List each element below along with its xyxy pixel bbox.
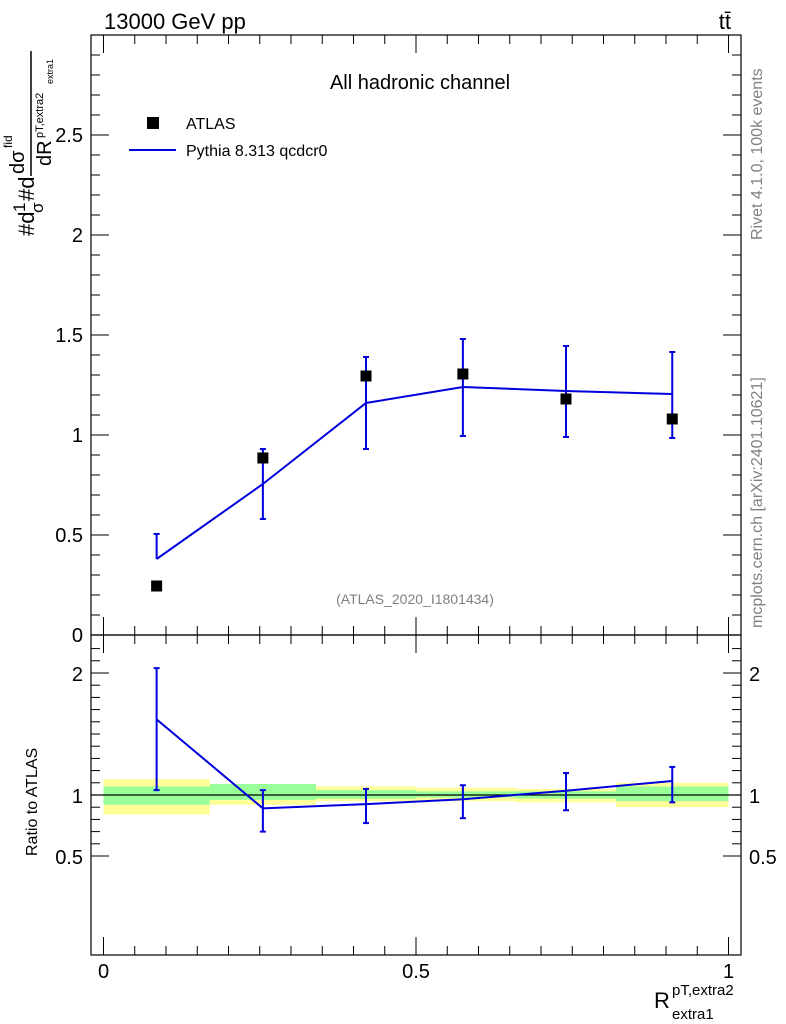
x-tick-label: 0 bbox=[98, 961, 109, 983]
mcplots-label: mcplots.cern.ch [arXiv:2401.10621] bbox=[749, 377, 766, 628]
main-y-tick-label: 2.5 bbox=[55, 125, 83, 147]
ratio-ticks: 0.5 0.5 1 1 2 2 0 0.5 1 bbox=[55, 635, 777, 983]
atlas-data-point bbox=[560, 393, 572, 405]
legend-pythia-label: Pythia 8.313 qcdcr0 bbox=[186, 143, 328, 160]
ylabel-sub-r: pT,extra2 bbox=[34, 93, 46, 138]
main-y-tick-label: 1 bbox=[72, 425, 83, 447]
ylabel-sub-r2: extra1 bbox=[45, 59, 55, 84]
x-axis-label: R pT,extra2 extra1 bbox=[654, 982, 734, 1023]
main-y-tick-label: 2 bbox=[72, 225, 83, 247]
ratio-panel: 0.5 0.5 1 1 2 2 0 0.5 1 Ratio to ATLAS R pT,extr… bbox=[24, 634, 777, 1023]
ratio-y-tick-label-left: 1 bbox=[72, 786, 83, 808]
ylabel-dden: dR bbox=[34, 140, 56, 166]
ratio-y-tick-label-left: 2 bbox=[72, 664, 83, 686]
atlas-data-point bbox=[457, 368, 469, 380]
xlabel-base: R bbox=[654, 988, 670, 1013]
legend-atlas-label: ATLAS bbox=[186, 116, 236, 133]
main-marks bbox=[151, 338, 678, 592]
x-tick-label: 1 bbox=[723, 961, 734, 983]
legend-atlas-marker bbox=[147, 117, 159, 129]
atlas-data-point bbox=[257, 452, 269, 464]
plot-title: All hadronic channel bbox=[330, 72, 510, 94]
analysis-label: (ATLAS_2020_I1801434) bbox=[336, 591, 494, 607]
ylabel-frac-num: 1 bbox=[10, 203, 29, 212]
process-label: tt̄ bbox=[719, 9, 731, 34]
atlas-data-point bbox=[666, 413, 678, 425]
ylabel-frac-den: σ bbox=[28, 202, 47, 213]
legend: ATLAS Pythia 8.313 qcdcr0 bbox=[129, 116, 328, 160]
ratio-y-tick-label-right: 2 bbox=[749, 664, 760, 686]
main-y-tick-label: 1.5 bbox=[55, 325, 83, 347]
pythia-line bbox=[156, 385, 673, 560]
rivet-version-label: Rivet 4.1.0, 100k events bbox=[749, 68, 766, 240]
ylabel-sup: fid bbox=[1, 135, 15, 148]
ratio-y-axis-label: Ratio to ATLAS bbox=[24, 748, 41, 856]
xlabel-sup: pT,extra2 bbox=[672, 982, 734, 999]
ratio-y-tick-label-left: 0.5 bbox=[55, 847, 83, 869]
x-tick-label: 0.5 bbox=[402, 961, 430, 983]
xlabel-sub: extra1 bbox=[672, 1006, 714, 1023]
ylabel-dnum: dσ bbox=[7, 150, 29, 174]
energy-label: 13000 GeV pp bbox=[104, 9, 246, 34]
atlas-data-point bbox=[151, 580, 163, 592]
main-panel: 0 0.5 1 1.5 2 2.5 All hadronic channel (ATLAS… bbox=[1, 34, 742, 647]
atlas-data-point bbox=[360, 370, 372, 382]
main-y-tick-label: 0.5 bbox=[55, 525, 83, 547]
ratio-green-band bbox=[103, 786, 210, 805]
main-y-tick-label: 0 bbox=[72, 625, 83, 647]
main-y-axis-label: #d 1 σ #d dσ fid dR pT,extra2 extra1 bbox=[1, 51, 56, 236]
ratio-frame bbox=[90, 634, 742, 956]
ratio-green-band bbox=[416, 791, 516, 798]
ylabel-prefix: #d bbox=[14, 212, 39, 236]
ratio-y-tick-label-right: 0.5 bbox=[749, 847, 777, 869]
main-ticks: 0 0.5 1 1.5 2 2.5 bbox=[55, 35, 741, 647]
ratio-y-tick-label-right: 1 bbox=[749, 786, 760, 808]
ratio-line bbox=[155, 718, 673, 810]
ylabel-mid: #d bbox=[14, 177, 39, 201]
ratio-marks bbox=[153, 667, 676, 833]
